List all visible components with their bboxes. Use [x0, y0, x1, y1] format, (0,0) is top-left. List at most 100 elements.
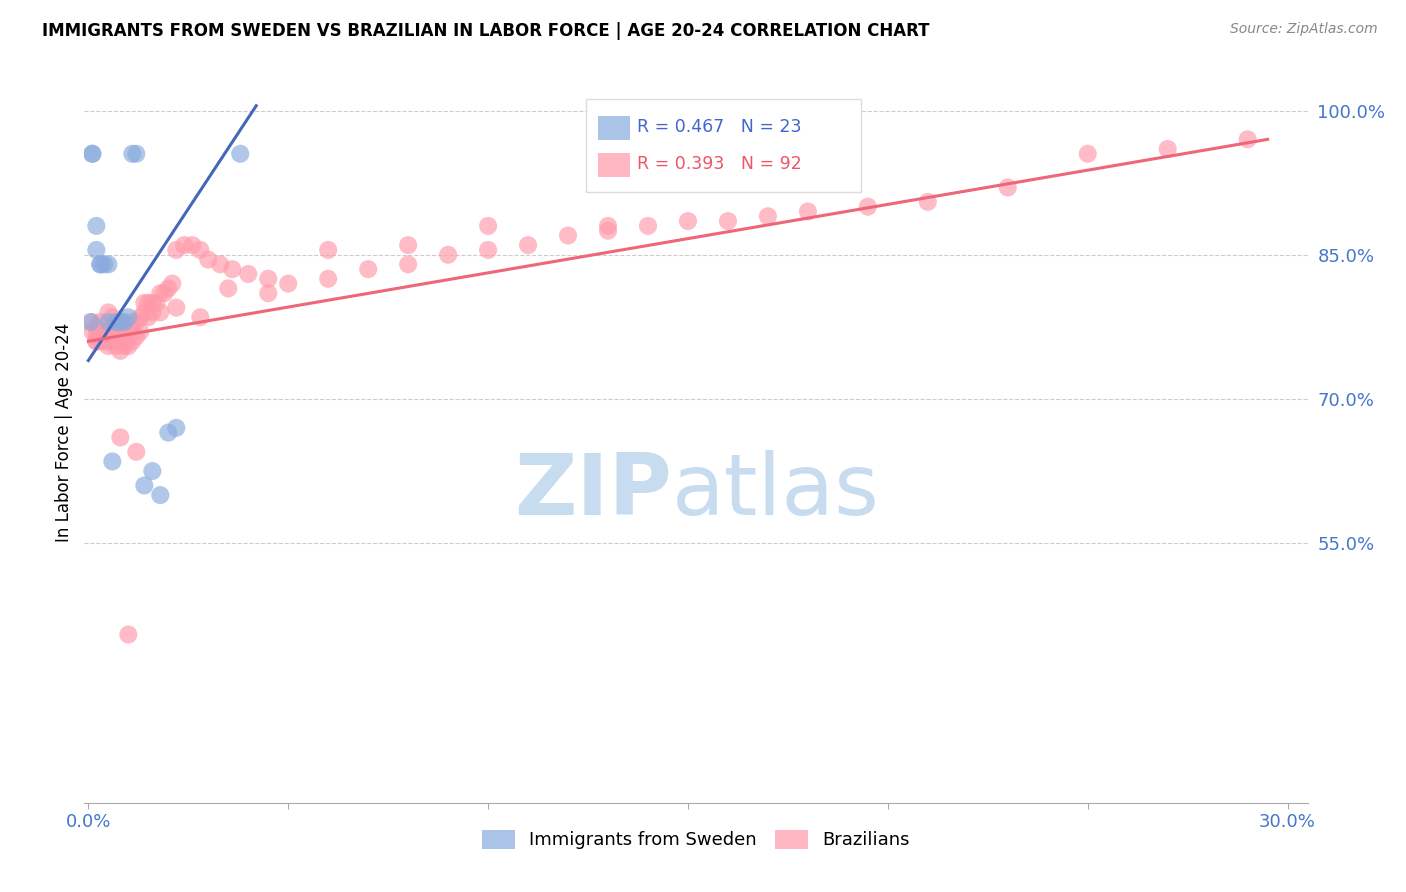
Point: [257, 272, 280, 286]
Point: [101, 310, 124, 325]
Point: [82, 325, 104, 339]
Point: [188, 243, 211, 257]
Point: [165, 421, 187, 435]
Point: [101, 325, 124, 339]
Point: [277, 277, 299, 291]
Point: [181, 238, 204, 252]
Point: [112, 334, 135, 349]
Point: [86, 329, 108, 343]
Point: [717, 103, 740, 118]
Point: [217, 281, 239, 295]
Point: [110, 343, 132, 358]
Point: [117, 339, 139, 353]
Point: [93, 257, 115, 271]
Point: [596, 224, 619, 238]
Point: [121, 315, 143, 329]
Point: [105, 315, 128, 329]
Point: [173, 238, 195, 252]
Point: [97, 305, 120, 319]
Point: [1156, 142, 1178, 156]
Point: [238, 267, 260, 281]
Point: [121, 146, 143, 161]
Point: [316, 272, 339, 286]
Point: [82, 315, 104, 329]
Point: [125, 329, 148, 343]
Point: [997, 180, 1019, 194]
Point: [149, 305, 172, 319]
Point: [105, 315, 128, 329]
Point: [136, 295, 159, 310]
FancyBboxPatch shape: [586, 99, 860, 192]
FancyBboxPatch shape: [598, 116, 630, 140]
Point: [86, 334, 108, 349]
Point: [105, 329, 128, 343]
Point: [477, 243, 499, 257]
Point: [157, 425, 180, 440]
Point: [86, 334, 108, 349]
Point: [105, 339, 128, 353]
Point: [149, 286, 172, 301]
Point: [93, 329, 115, 343]
Point: [197, 252, 219, 267]
Point: [97, 334, 120, 349]
Point: [86, 219, 108, 233]
Point: [1236, 132, 1258, 146]
Point: [112, 315, 135, 329]
Text: Source: ZipAtlas.com: Source: ZipAtlas.com: [1230, 22, 1378, 37]
Point: [134, 295, 156, 310]
Point: [97, 315, 120, 329]
Point: [93, 325, 115, 339]
Point: [105, 319, 128, 334]
Legend: Immigrants from Sweden, Brazilians: Immigrants from Sweden, Brazilians: [475, 823, 917, 856]
Point: [165, 301, 187, 315]
Point: [129, 310, 152, 325]
Point: [917, 194, 939, 209]
Point: [153, 286, 176, 301]
Point: [89, 325, 111, 339]
Point: [162, 277, 184, 291]
Point: [557, 228, 579, 243]
Point: [93, 334, 115, 349]
Point: [134, 305, 156, 319]
Point: [110, 334, 132, 349]
Point: [209, 257, 232, 271]
Point: [117, 325, 139, 339]
Point: [229, 146, 252, 161]
Point: [316, 243, 339, 257]
Point: [86, 243, 108, 257]
Point: [110, 325, 132, 339]
Point: [145, 295, 167, 310]
Point: [134, 478, 156, 492]
Point: [157, 281, 180, 295]
Y-axis label: In Labor Force | Age 20-24: In Labor Force | Age 20-24: [55, 323, 73, 542]
Point: [165, 243, 187, 257]
Text: ZIP: ZIP: [513, 450, 672, 533]
Point: [89, 325, 111, 339]
Point: [676, 214, 699, 228]
Point: [97, 257, 120, 271]
Point: [121, 319, 143, 334]
Point: [396, 238, 419, 252]
Point: [141, 464, 163, 478]
Point: [477, 219, 499, 233]
FancyBboxPatch shape: [598, 153, 630, 178]
Point: [437, 248, 460, 262]
Point: [89, 257, 111, 271]
Point: [101, 454, 124, 468]
Point: [357, 262, 380, 277]
Point: [596, 219, 619, 233]
Point: [89, 257, 111, 271]
Point: [97, 339, 120, 353]
Point: [82, 146, 104, 161]
Point: [117, 310, 139, 325]
Point: [112, 329, 135, 343]
Point: [637, 219, 659, 233]
Point: [117, 627, 139, 641]
Text: atlas: atlas: [672, 450, 880, 533]
Point: [82, 146, 104, 161]
Point: [129, 325, 152, 339]
Point: [188, 310, 211, 325]
Point: [89, 334, 111, 349]
Point: [125, 445, 148, 459]
Point: [97, 325, 120, 339]
